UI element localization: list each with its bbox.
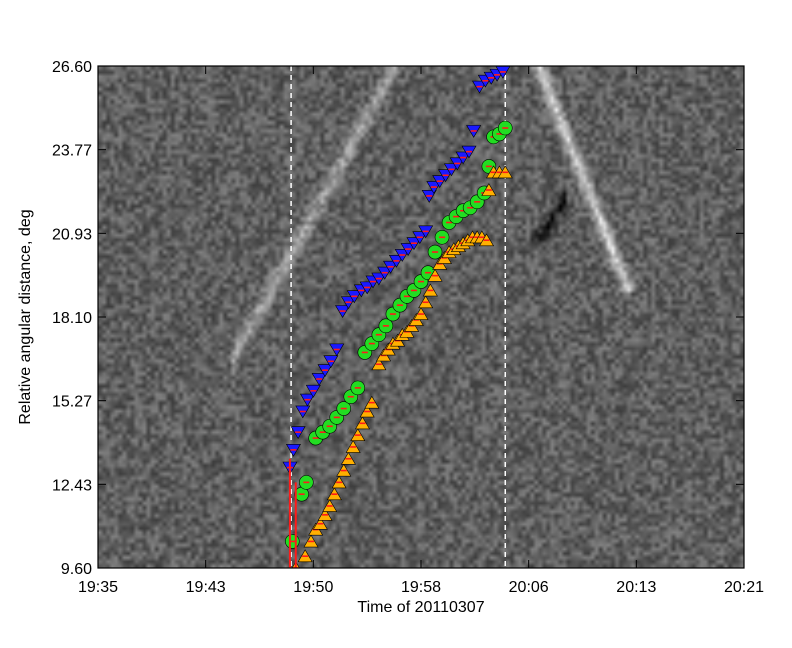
x-tick-label: 19:35 — [78, 579, 118, 596]
x-tick-label: 19:43 — [186, 579, 226, 596]
vertical-lines — [290, 66, 507, 568]
y-tick-label: 18.10 — [52, 310, 92, 327]
y-tick-label: 20.93 — [52, 226, 92, 243]
y-axis: 9.60 12.43 15.27 18.10 20.93 23.77 26.60 — [52, 59, 744, 578]
series-up-triangle — [291, 165, 513, 568]
data-points — [282, 66, 513, 568]
x-tick-label: 19:58 — [401, 579, 441, 596]
x-tick-label: 20:06 — [509, 579, 549, 596]
x-tick-label: 19:50 — [293, 579, 333, 596]
y-tick-label: 26.60 — [52, 59, 92, 76]
x-tick-label: 20:13 — [616, 579, 656, 596]
x-axis: 19:35 19:43 19:50 19:58 20:06 20:13 20:21 — [78, 66, 764, 596]
y-tick-label: 12.43 — [52, 477, 92, 494]
x-axis-title: Time of 20110307 — [357, 599, 484, 616]
y-axis-title: Relative angular distance, deg — [17, 209, 34, 424]
y-tick-label: 15.27 — [52, 394, 92, 411]
y-tick-label: 23.77 — [52, 143, 92, 160]
y-tick-label: 9.60 — [61, 561, 92, 578]
x-tick-label: 20:21 — [724, 579, 764, 596]
series-circle — [284, 120, 513, 549]
